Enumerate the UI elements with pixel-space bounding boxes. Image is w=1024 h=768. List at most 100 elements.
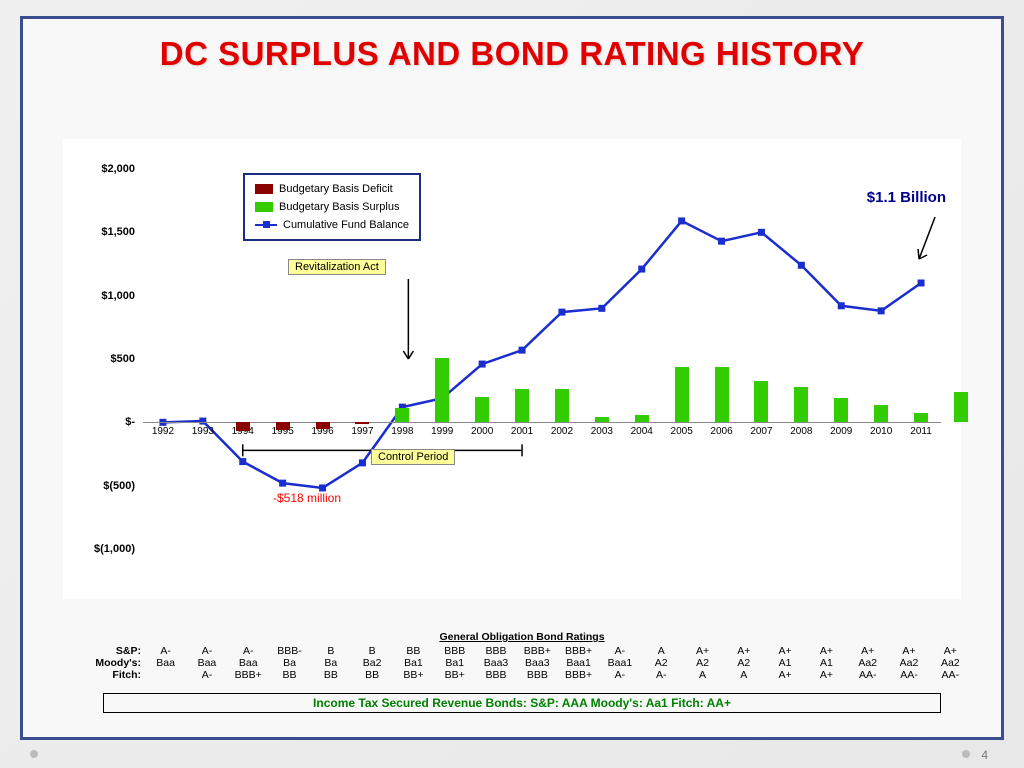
ratings-cell: BBB- xyxy=(269,645,310,657)
ratings-cell: Ba1 xyxy=(434,657,475,669)
ratings-cell: A2 xyxy=(682,657,723,669)
ratings-cell: A- xyxy=(186,645,227,657)
line-marker xyxy=(638,266,645,273)
bar xyxy=(754,381,768,423)
x-tick-label: 2004 xyxy=(631,426,653,437)
high-value-label: $1.1 Billion xyxy=(867,189,946,206)
line-marker xyxy=(798,262,805,269)
x-tick-label: 2003 xyxy=(591,426,613,437)
ratings-cell: Ba2 xyxy=(351,657,392,669)
page-title: DC SURPLUS AND BOND RATING HISTORY xyxy=(23,19,1001,73)
ratings-cell: A+ xyxy=(888,645,929,657)
ratings-agency-label: Moody's: xyxy=(73,657,145,669)
ratings-cell: Ba1 xyxy=(393,657,434,669)
x-tick-label: 1998 xyxy=(391,426,413,437)
ratings-agency-label: S&P: xyxy=(73,645,145,657)
bar xyxy=(794,387,808,422)
ratings-cell: AA- xyxy=(888,669,929,681)
line-marker xyxy=(838,302,845,309)
line-marker xyxy=(519,347,526,354)
bar xyxy=(355,422,369,424)
ratings-cell: A- xyxy=(186,669,227,681)
ratings-cell: A xyxy=(682,669,723,681)
x-tick-label: 2007 xyxy=(750,426,772,437)
ratings-cell: A- xyxy=(228,645,269,657)
x-tick-label: 2002 xyxy=(551,426,573,437)
bar xyxy=(276,422,290,430)
ratings-cell: A+ xyxy=(764,645,805,657)
ratings-cell: A- xyxy=(599,669,640,681)
ratings-cell: BBB xyxy=(434,645,475,657)
ratings-agency-label: Fitch: xyxy=(73,669,145,681)
x-tick-label: 2011 xyxy=(910,426,932,437)
ratings-cell: Ba xyxy=(269,657,310,669)
ratings-cell: BB+ xyxy=(434,669,475,681)
ratings-cell: BBB+ xyxy=(558,645,599,657)
low-value-label: -$518 million xyxy=(273,491,341,505)
ratings-cell: Baa3 xyxy=(475,657,516,669)
ratings-cell xyxy=(145,669,186,681)
revitalization-label: Revitalization Act xyxy=(288,259,386,275)
ratings-cell: Baa3 xyxy=(517,657,558,669)
bar xyxy=(874,405,888,423)
ratings-cell: A+ xyxy=(764,669,805,681)
ratings-cell: BB xyxy=(269,669,310,681)
ratings-cell: AA- xyxy=(930,669,971,681)
decorative-dot-right xyxy=(962,750,970,758)
bar xyxy=(316,422,330,428)
ratings-cell: A- xyxy=(599,645,640,657)
ratings-cell: BBB xyxy=(517,669,558,681)
bar xyxy=(834,398,848,422)
ratings-cell: A2 xyxy=(641,657,682,669)
y-tick-label: $2,000 xyxy=(101,163,135,175)
ratings-cell: BB xyxy=(351,669,392,681)
ratings-cell: A1 xyxy=(764,657,805,669)
bar xyxy=(675,367,689,423)
bar xyxy=(595,417,609,422)
revenue-bonds-box: Income Tax Secured Revenue Bonds: S&P: A… xyxy=(103,693,941,713)
ratings-title: General Obligation Bond Ratings xyxy=(73,631,971,643)
ratings-cell: A+ xyxy=(930,645,971,657)
ratings-cell: Ba xyxy=(310,657,351,669)
y-tick-label: $500 xyxy=(111,353,135,365)
ratings-cell: BBB+ xyxy=(517,645,558,657)
line-marker xyxy=(239,458,246,465)
ratings-row: S&P:A-A-A-BBB-BBBBBBBBBBBBB+BBB+A-AA+A+A… xyxy=(73,645,971,657)
bar xyxy=(715,367,729,423)
y-tick-label: $- xyxy=(125,416,135,428)
bar xyxy=(914,413,928,422)
legend-item: Budgetary Basis Deficit xyxy=(255,180,409,198)
x-tick-label: 2006 xyxy=(710,426,732,437)
x-tick-label: 2008 xyxy=(790,426,812,437)
line-marker xyxy=(479,361,486,368)
ratings-cell: Aa2 xyxy=(888,657,929,669)
ratings-cell: BBB xyxy=(475,669,516,681)
ratings-cell: A+ xyxy=(847,645,888,657)
legend-item: Cumulative Fund Balance xyxy=(255,216,409,234)
x-tick-label: 2010 xyxy=(870,426,892,437)
ratings-table: General Obligation Bond Ratings S&P:A-A-… xyxy=(73,631,971,681)
ratings-cell: BBB+ xyxy=(558,669,599,681)
line-marker xyxy=(199,418,206,425)
x-tick-label: 2005 xyxy=(671,426,693,437)
ratings-cell: Baa xyxy=(145,657,186,669)
y-tick-label: $(500) xyxy=(103,480,135,492)
ratings-cell: Aa2 xyxy=(847,657,888,669)
line-marker xyxy=(558,309,565,316)
ratings-cell: A+ xyxy=(723,645,764,657)
decorative-dot-left xyxy=(30,750,38,758)
control-period-label: Control Period xyxy=(371,449,455,465)
line-marker xyxy=(359,459,366,466)
bar xyxy=(635,415,649,423)
slide-frame: DC SURPLUS AND BOND RATING HISTORY Budge… xyxy=(20,16,1004,740)
ratings-row: Fitch:A-BBB+BBBBBBBB+BB+BBBBBBBBB+A-A-AA… xyxy=(73,669,971,681)
bar xyxy=(435,358,449,423)
chart-container: Budgetary Basis DeficitBudgetary Basis S… xyxy=(63,139,961,599)
line-marker xyxy=(279,480,286,487)
page-number: 4 xyxy=(981,748,988,762)
ratings-cell: B xyxy=(310,645,351,657)
bar xyxy=(515,389,529,422)
line-marker xyxy=(878,307,885,314)
line-marker xyxy=(678,217,685,224)
ratings-cell: BB+ xyxy=(393,669,434,681)
